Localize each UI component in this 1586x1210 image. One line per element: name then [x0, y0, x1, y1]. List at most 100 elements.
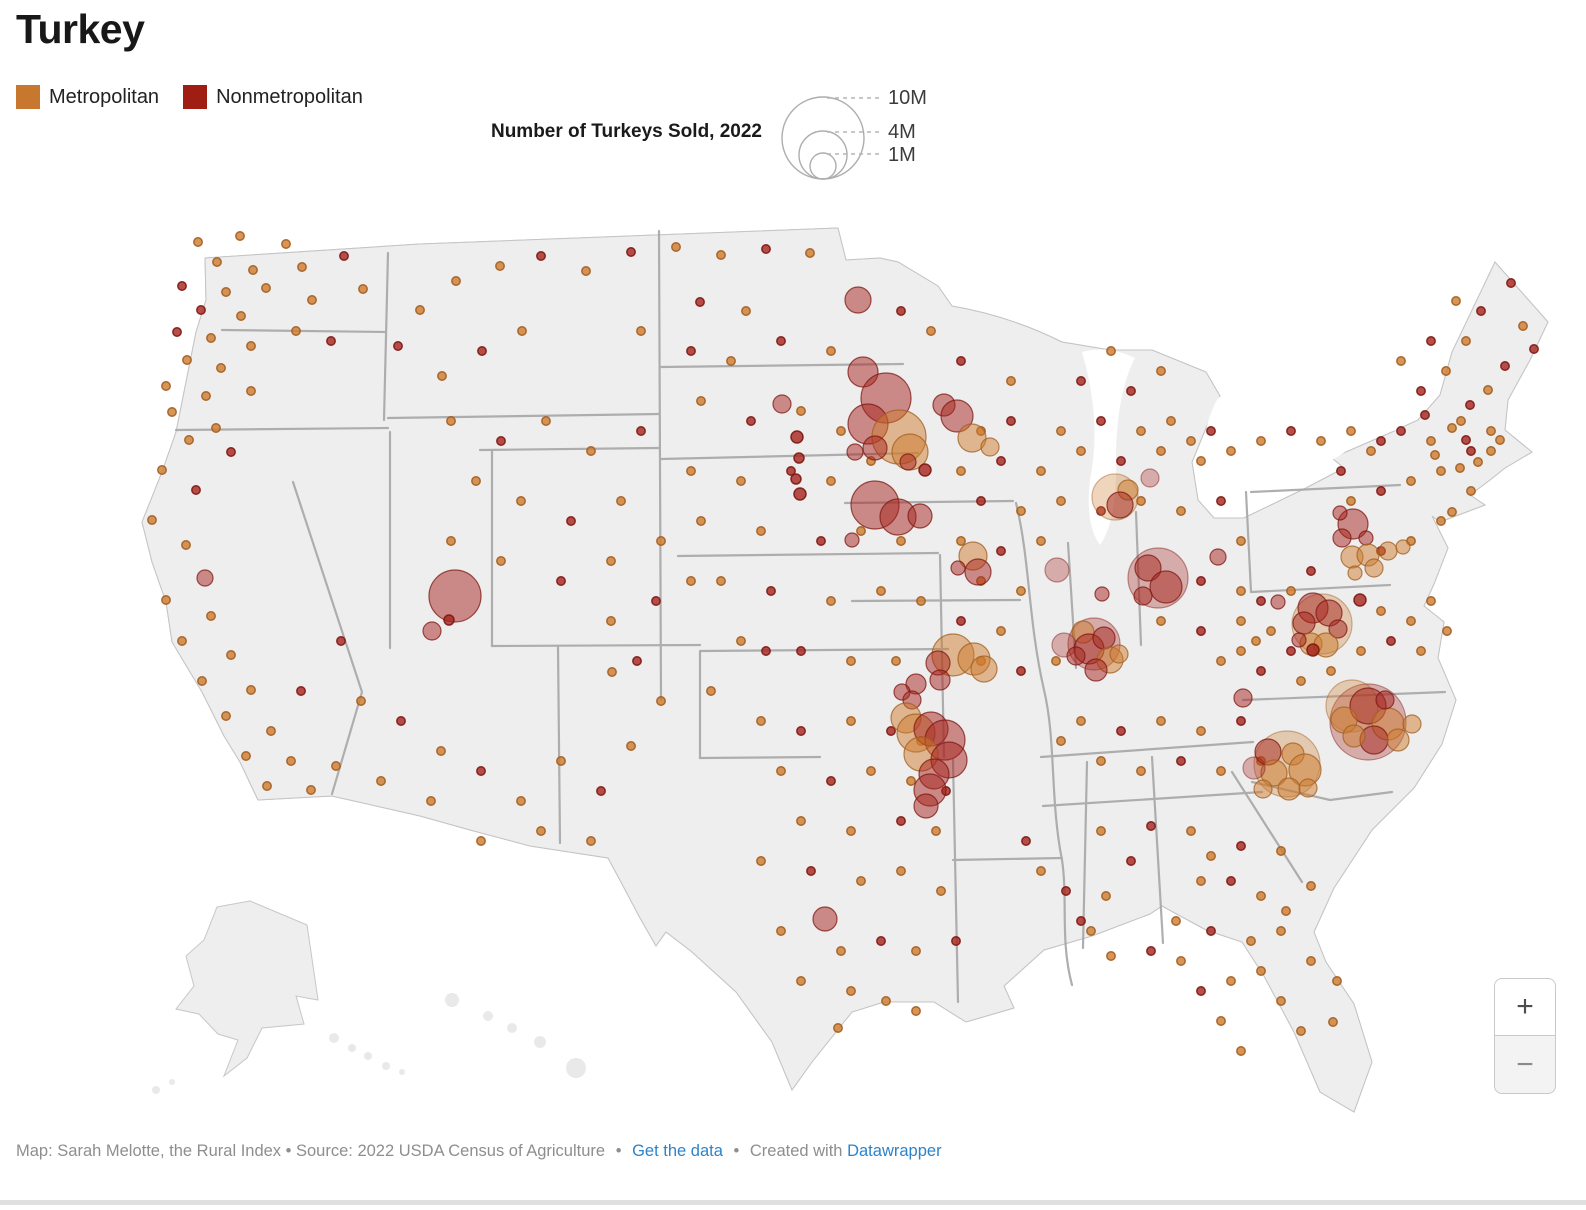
get-data-link[interactable]: Get the data — [632, 1142, 723, 1160]
map-dot[interactable] — [1256, 436, 1266, 446]
map-dot[interactable] — [1442, 626, 1452, 636]
map-dot[interactable] — [1406, 616, 1416, 626]
map-dot[interactable] — [636, 326, 646, 336]
map-dot[interactable] — [1426, 436, 1436, 446]
map-dot[interactable] — [656, 536, 666, 546]
map-dot[interactable] — [1171, 916, 1181, 926]
map-dot[interactable] — [836, 426, 846, 436]
map-dot[interactable] — [1236, 536, 1246, 546]
map-dot[interactable] — [1156, 716, 1166, 726]
map-bubble[interactable] — [1291, 632, 1307, 648]
map-bubble[interactable] — [1298, 778, 1318, 798]
map-dot[interactable] — [776, 766, 786, 776]
map-dot[interactable] — [1281, 906, 1291, 916]
map-dot[interactable] — [1126, 386, 1136, 396]
map-bubble[interactable] — [1328, 619, 1348, 639]
map-dot[interactable] — [1529, 344, 1539, 354]
map-dot[interactable] — [686, 466, 696, 476]
map-dot[interactable] — [1226, 876, 1236, 886]
map-dot[interactable] — [246, 685, 256, 695]
map-dot[interactable] — [161, 381, 171, 391]
map-dot[interactable] — [1146, 821, 1156, 831]
map-dot[interactable] — [1186, 436, 1196, 446]
map-bubble[interactable] — [846, 443, 864, 461]
map-dot[interactable] — [1236, 646, 1246, 656]
map-bubble[interactable] — [929, 669, 951, 691]
map-dot[interactable] — [876, 936, 886, 946]
map-dot[interactable] — [896, 816, 906, 826]
map-dot[interactable] — [606, 616, 616, 626]
map-dot[interactable] — [916, 596, 926, 606]
map-dot[interactable] — [1101, 891, 1111, 901]
map-dot[interactable] — [816, 536, 826, 546]
map-dot[interactable] — [1096, 826, 1106, 836]
map-dot[interactable] — [1256, 596, 1266, 606]
map-dot[interactable] — [1006, 376, 1016, 386]
map-bubble[interactable] — [1242, 756, 1266, 780]
map-dot[interactable] — [197, 676, 207, 686]
map-dot[interactable] — [1483, 385, 1493, 395]
map-dot[interactable] — [1076, 916, 1086, 926]
map-dot[interactable] — [911, 946, 921, 956]
map-dot[interactable] — [1466, 446, 1476, 456]
map-dot[interactable] — [157, 465, 167, 475]
map-dot[interactable] — [1376, 436, 1386, 446]
map-dot[interactable] — [956, 616, 966, 626]
map-dot[interactable] — [261, 283, 271, 293]
map-dot[interactable] — [1196, 986, 1206, 996]
map-dot[interactable] — [1461, 336, 1471, 346]
map-dot[interactable] — [1276, 846, 1286, 856]
map-dot[interactable] — [1196, 876, 1206, 886]
map-dot[interactable] — [796, 406, 806, 416]
map-dot[interactable] — [172, 327, 182, 337]
map-dot[interactable] — [426, 796, 436, 806]
map-bubble[interactable] — [940, 399, 974, 433]
map-dot[interactable] — [477, 346, 487, 356]
map-dot[interactable] — [741, 306, 751, 316]
map-bubble[interactable] — [1395, 539, 1411, 555]
map-dot[interactable] — [1196, 576, 1206, 586]
map-dot[interactable] — [796, 976, 806, 986]
map-dot[interactable] — [836, 946, 846, 956]
map-dot[interactable] — [1276, 996, 1286, 1006]
map-dot[interactable] — [1176, 506, 1186, 516]
map-dot[interactable] — [296, 686, 306, 696]
map-dot[interactable] — [776, 926, 786, 936]
map-bubble[interactable] — [907, 503, 933, 529]
map-dot[interactable] — [1451, 296, 1461, 306]
map-dot[interactable] — [1226, 446, 1236, 456]
map-dot[interactable] — [1500, 361, 1510, 371]
map-dot[interactable] — [1416, 646, 1426, 656]
map-dot[interactable] — [856, 876, 866, 886]
map-dot[interactable] — [376, 776, 386, 786]
map-dot[interactable] — [226, 650, 236, 660]
map-dot[interactable] — [161, 595, 171, 605]
map-dot[interactable] — [476, 836, 486, 846]
map-dot[interactable] — [1286, 426, 1296, 436]
map-dot[interactable] — [1136, 496, 1146, 506]
map-dot[interactable] — [1016, 666, 1026, 676]
map-dot[interactable] — [1356, 646, 1366, 656]
map-dot[interactable] — [1186, 826, 1196, 836]
map-bubble[interactable] — [1109, 644, 1129, 664]
map-dot[interactable] — [906, 776, 916, 786]
map-dot[interactable] — [1461, 435, 1471, 445]
map-dot[interactable] — [1416, 386, 1426, 396]
map-dot[interactable] — [1251, 636, 1261, 646]
map-dot[interactable] — [1006, 416, 1016, 426]
map-dot[interactable] — [1236, 1046, 1246, 1056]
map-dot[interactable] — [1256, 891, 1266, 901]
map-dot[interactable] — [1196, 726, 1206, 736]
map-dot[interactable] — [796, 816, 806, 826]
map-dot[interactable] — [726, 356, 736, 366]
map-dot[interactable] — [656, 696, 666, 706]
map-bubble[interactable] — [1347, 565, 1363, 581]
map-dot[interactable] — [761, 646, 771, 656]
map-dot[interactable] — [326, 336, 336, 346]
map-dot[interactable] — [1216, 656, 1226, 666]
map-dot[interactable] — [956, 356, 966, 366]
map-bubble[interactable] — [980, 437, 1000, 457]
map-dot[interactable] — [956, 536, 966, 546]
map-dot[interactable] — [1236, 841, 1246, 851]
map-dot[interactable] — [396, 716, 406, 726]
